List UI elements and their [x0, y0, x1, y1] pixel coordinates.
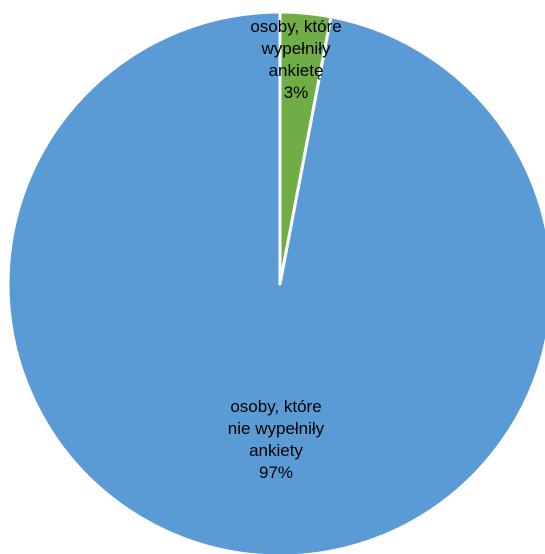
pie-slice-label-0-line-1: wypełniły — [261, 39, 331, 58]
pie-slice-label-0: osoby, które wypełniły ankietę 3% — [250, 17, 341, 102]
pie-slice-label-0-line-2: ankietę — [269, 61, 324, 80]
pie-slice-label-0-line-3: 3% — [284, 83, 309, 102]
pie-labels: osoby, które wypełniły ankietę 3%osoby, któ… — [228, 17, 342, 482]
pie-slice-label-1-line-2: ankiety — [249, 441, 303, 460]
pie-slice-label-0-line-0: osoby, które — [250, 17, 341, 36]
pie-slice-label-1-line-3: 97% — [259, 463, 293, 482]
pie-slice-label-1: osoby, które nie wypełniły ankiety 97% — [228, 397, 325, 482]
pie-slice-1 — [6, 10, 545, 554]
pie-slice-label-1-line-0: osoby, które — [230, 397, 321, 416]
pie-slice-label-1-line-1: nie wypełniły — [228, 419, 325, 438]
pie-slices — [6, 10, 545, 554]
